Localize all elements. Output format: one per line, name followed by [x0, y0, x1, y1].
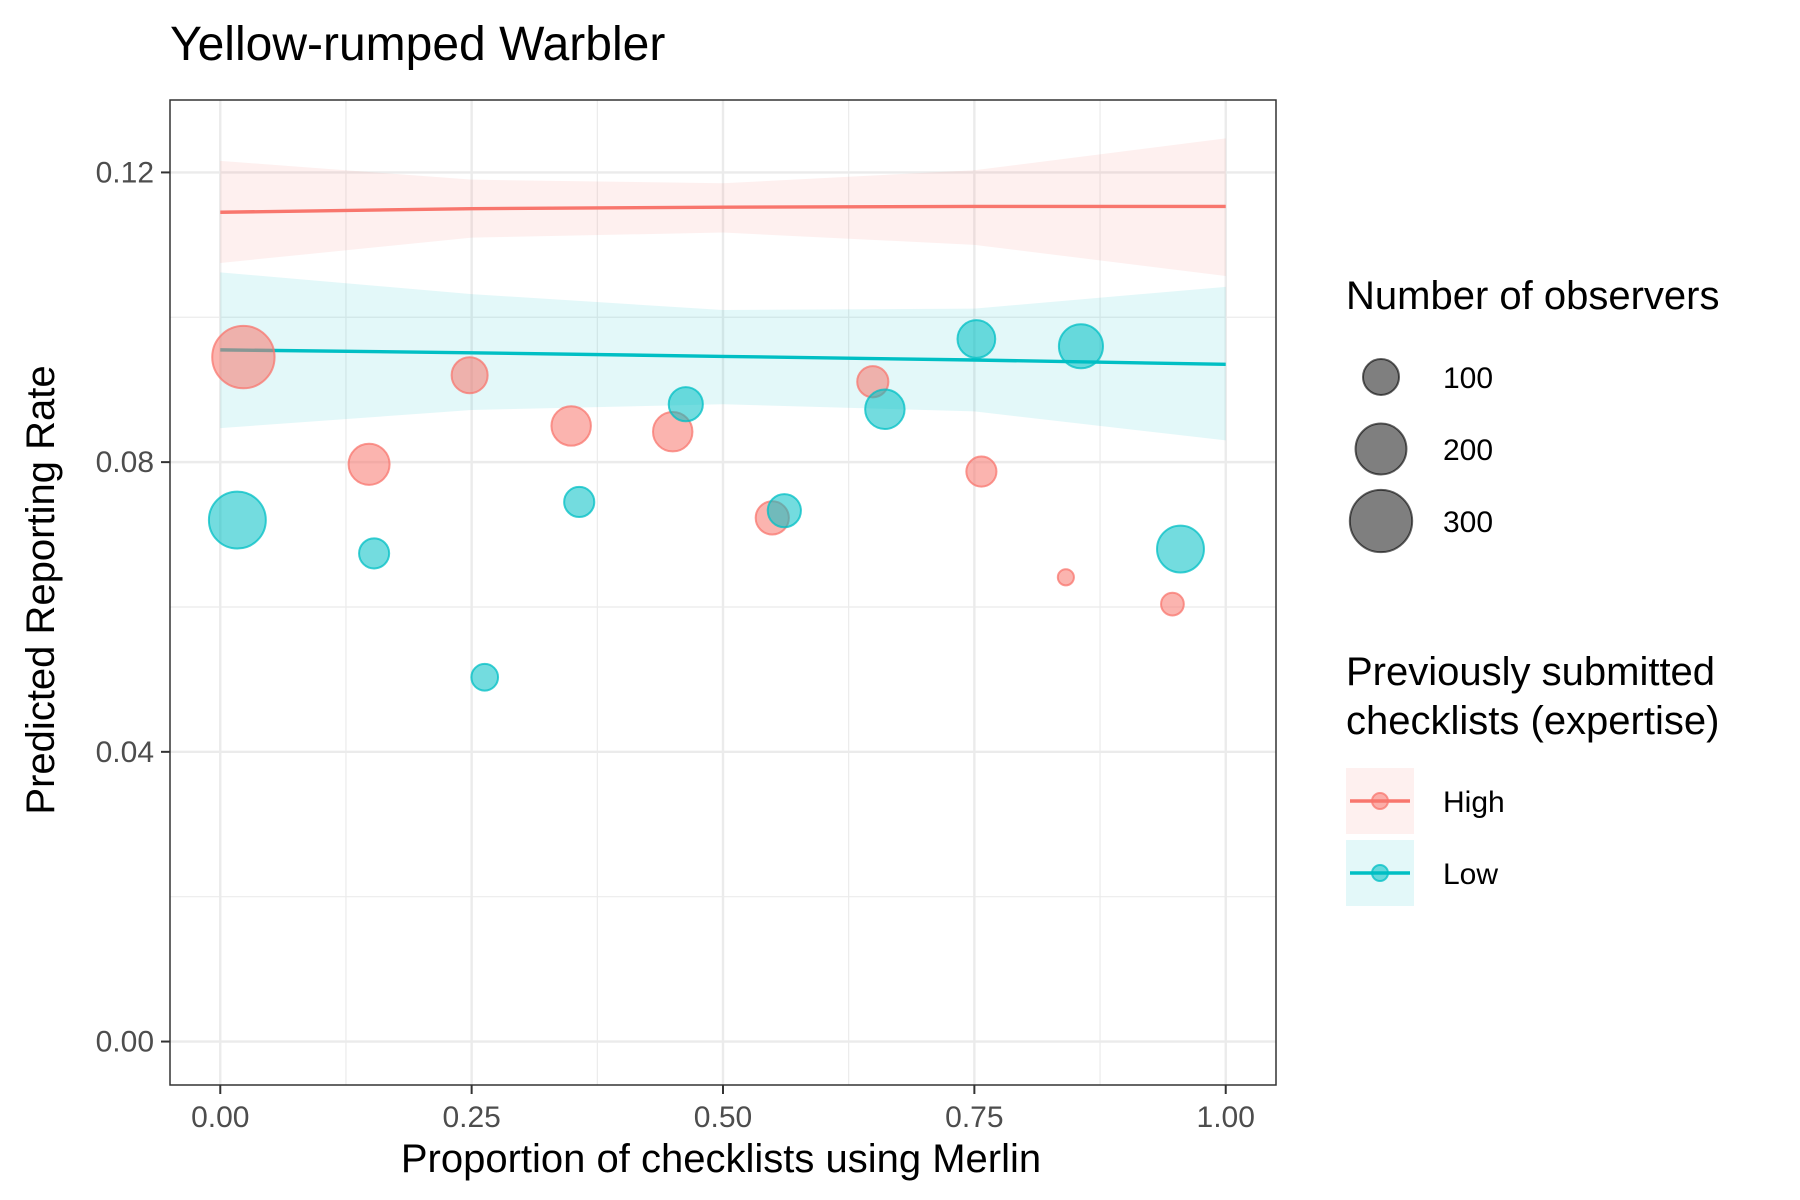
data-point-low [207, 490, 267, 550]
data-point-low [470, 662, 500, 692]
size-legend: 100 200 300 [1348, 358, 1493, 554]
data-point-low [1057, 323, 1104, 370]
x-tick-label: 1.00 [1197, 1101, 1255, 1134]
y-tick-label: 0.08 [96, 446, 154, 479]
color-legend: High Low [1346, 768, 1505, 906]
axes: 0.00 0.25 0.50 0.75 1.00 0.00 0.04 0.08 0.12 [96, 156, 1255, 1134]
x-tick-label: 0.00 [191, 1101, 249, 1134]
data-point-low [563, 485, 596, 519]
data-point-high [450, 356, 489, 395]
data-point-low [956, 319, 997, 359]
data-point-low [864, 388, 906, 430]
size-legend-title: Number of observers [1346, 274, 1719, 318]
chart-title: Yellow-rumped Warbler [170, 18, 665, 71]
data-point-high [550, 405, 592, 447]
data-point-high [965, 455, 998, 488]
trend-line-low [220, 348, 1226, 367]
data-point-low [358, 537, 391, 570]
color-legend-title-line-2: checklists (expertise) [1346, 699, 1719, 743]
plot-panel [169, 99, 1277, 1086]
legend: Number of observers 100 200 300 Previously… [1346, 274, 1719, 906]
y-tick-label: 0.12 [96, 156, 154, 189]
y-axis-title: Predicted Reporting Rate [19, 365, 63, 814]
size-legend-label: 100 [1443, 362, 1493, 395]
trend-line-high [220, 204, 1226, 214]
x-tick-label: 0.50 [694, 1101, 752, 1134]
size-legend-label: 200 [1443, 434, 1493, 467]
color-legend-point-key [1371, 792, 1389, 810]
size-legend-key [1348, 488, 1414, 554]
size-legend-key [1362, 358, 1400, 396]
data-point-low [1156, 524, 1205, 574]
data-point-high [211, 324, 276, 390]
data-point-high [347, 442, 391, 486]
y-tick-label: 0.04 [96, 736, 154, 769]
x-axis-title: Proportion of checklists using Merlin [401, 1137, 1041, 1181]
color-legend-point-key [1371, 864, 1389, 882]
color-legend-title-line-1: Previously submitted [1346, 650, 1715, 694]
x-tick-label: 0.25 [442, 1101, 500, 1134]
size-legend-key [1354, 422, 1408, 476]
data-point-high [1056, 568, 1075, 587]
x-tick-label: 0.75 [945, 1101, 1003, 1134]
data-point-low [766, 493, 802, 529]
color-legend-label: Low [1443, 858, 1498, 891]
data-point-low [667, 386, 704, 423]
y-tick-label: 0.00 [96, 1026, 154, 1059]
data-point-high [1160, 591, 1185, 617]
size-legend-label: 300 [1443, 506, 1493, 539]
color-legend-label: High [1443, 786, 1505, 819]
